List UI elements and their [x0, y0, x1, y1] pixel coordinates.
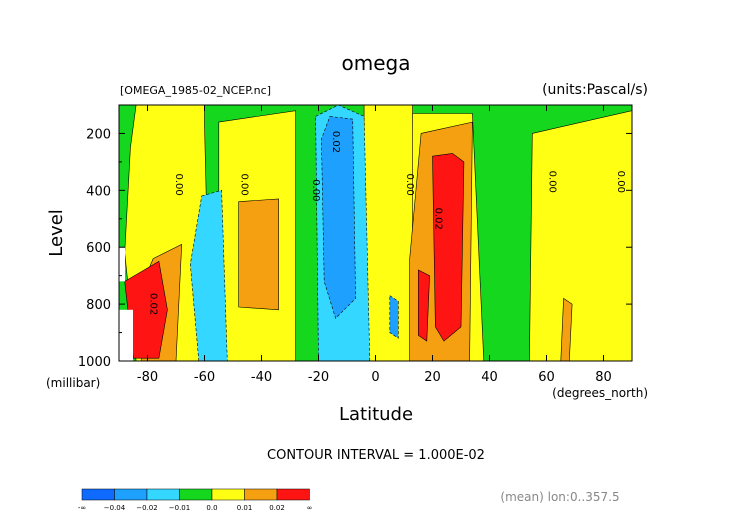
contour-region-11 — [238, 198, 279, 311]
y-tick-label: 1000 — [78, 355, 111, 370]
x-tick-label: -20 — [308, 370, 329, 385]
colorbar-swatch — [276, 488, 310, 501]
colorbar-swatch — [211, 488, 245, 501]
y-tick-label: 400 — [86, 184, 111, 199]
x-axis-units: (degrees_north) — [552, 386, 648, 400]
contour-label: 0.00 — [546, 171, 557, 193]
chart-title: omega — [342, 51, 411, 75]
y-axis-units: (millibar) — [46, 376, 100, 390]
contour-label: 0.02 — [147, 293, 158, 315]
contour-region-8 — [321, 116, 356, 319]
colorbar-tick-label: 0.0 — [206, 504, 217, 512]
x-tick-label: 80 — [595, 370, 612, 385]
contour-label: 0.00 — [404, 174, 415, 196]
contour-label: 0.02 — [330, 131, 341, 153]
x-tick-label: -80 — [137, 370, 158, 385]
y-tick-label: 800 — [86, 298, 111, 313]
colorbar-tick-label: 0.02 — [269, 504, 285, 512]
missing-data-patch — [119, 247, 125, 282]
colorbar-tick-label: −0.02 — [136, 504, 157, 512]
contour-label: 0.00 — [615, 171, 626, 193]
x-tick-label: -60 — [194, 370, 215, 385]
contour-region-5 — [529, 110, 632, 361]
colorbar-tick-label: −0.04 — [104, 504, 126, 512]
contour-region-9 — [389, 295, 399, 339]
contour-region-16 — [417, 269, 430, 342]
contour-region-15 — [432, 153, 465, 342]
file-label: [OMEGA_1985-02_NCEP.nc] — [120, 84, 271, 97]
y-axis-label: Level — [46, 209, 67, 257]
axes: -80 -60 -40 -20 0 20 40 60 80 200 400 600 800 1000 — [78, 104, 633, 385]
x-axis-label: Latitude — [339, 404, 413, 425]
missing-data-patch — [119, 309, 133, 361]
y-tick-label: 200 — [86, 127, 111, 142]
x-tick-label: 0 — [371, 370, 379, 385]
colorbar-swatch — [244, 488, 278, 501]
x-tick-label: -40 — [251, 370, 272, 385]
colorbar-swatch — [81, 488, 115, 501]
contour-label: 0.00 — [310, 179, 321, 201]
colorbar-swatch — [114, 488, 148, 501]
footer-note: (mean) lon:0..357.5 — [500, 490, 619, 504]
x-tick-label: 40 — [481, 370, 498, 385]
contour-region-13 — [560, 297, 573, 361]
contour-label: 0.02 — [432, 208, 443, 230]
contour-region-7 — [189, 189, 228, 361]
x-tick-label: 20 — [424, 370, 441, 385]
contour-interval-text: CONTOUR INTERVAL = 1.000E-02 — [267, 448, 485, 463]
colorbar-swatch — [146, 488, 180, 501]
colorbar-tick-label: −0.01 — [169, 504, 190, 512]
colorbar-tick-label: ∞ — [307, 504, 313, 512]
colorbar-legend: -∞ −0.04 −0.02 −0.01 0.0 0.01 0.02 ∞ — [78, 488, 313, 512]
contour-label: 0.00 — [173, 174, 184, 196]
contour-label: 0.00 — [239, 174, 250, 196]
x-tick-label: 60 — [538, 370, 555, 385]
colorbar-tick-label: -∞ — [78, 504, 86, 512]
plot-area: 0.00 0.00 0.00 0.02 0.00 0.02 0.00 0.00 0.02 — [119, 105, 632, 361]
colorbar-tick-label: 0.01 — [237, 504, 253, 512]
units-label: (units:Pascal/s) — [542, 82, 648, 98]
y-tick-label: 600 — [86, 241, 111, 256]
colorbar-swatch — [179, 488, 213, 501]
